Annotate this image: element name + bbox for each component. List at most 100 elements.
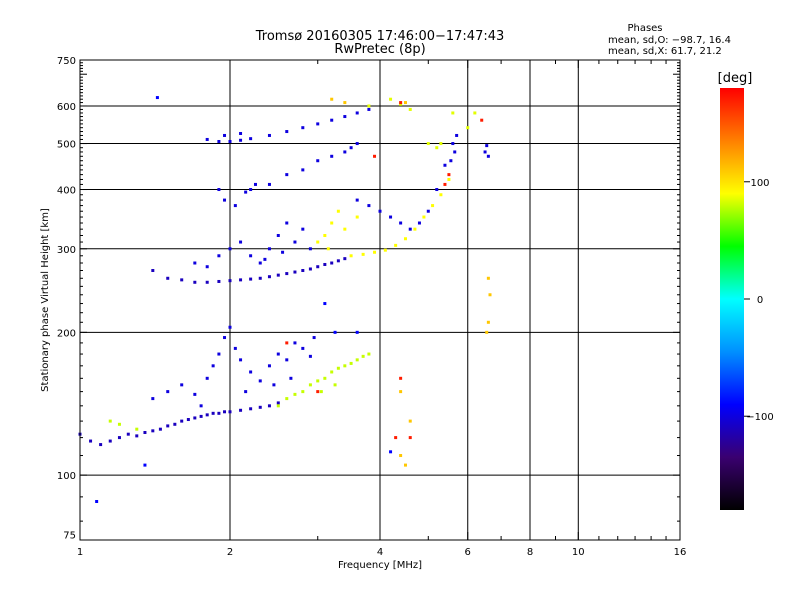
data-point	[258, 379, 262, 383]
data-point	[249, 277, 253, 281]
stats-heading: Phases	[627, 23, 662, 34]
data-point	[485, 144, 489, 148]
data-point	[355, 111, 359, 115]
plot-area	[80, 60, 680, 540]
data-point	[249, 188, 253, 192]
data-point	[343, 364, 347, 368]
data-point	[308, 383, 312, 387]
data-point	[447, 173, 451, 177]
data-point	[186, 418, 190, 422]
data-point	[330, 221, 334, 225]
data-point	[285, 272, 289, 276]
data-point	[367, 104, 371, 108]
data-point	[193, 261, 197, 265]
data-point	[488, 293, 492, 297]
data-point	[389, 450, 393, 454]
data-point	[355, 198, 359, 202]
data-point	[293, 270, 297, 274]
data-point	[316, 159, 320, 163]
data-point	[267, 182, 271, 186]
data-point	[333, 330, 337, 334]
data-point	[403, 101, 407, 105]
data-point	[205, 413, 209, 417]
data-point	[349, 254, 353, 258]
data-point	[413, 227, 417, 231]
data-point	[355, 358, 359, 362]
data-point	[422, 215, 426, 219]
data-point	[89, 439, 93, 443]
data-point	[349, 361, 353, 365]
colorbar-tick-label: −100	[746, 412, 773, 423]
data-point	[447, 177, 451, 181]
data-point	[233, 204, 237, 208]
data-point	[349, 146, 353, 150]
colorbar	[720, 88, 744, 510]
data-point	[408, 419, 412, 423]
data-point	[439, 142, 443, 146]
data-point	[453, 150, 457, 154]
y-tick-label: 300	[57, 245, 76, 256]
data-point	[486, 154, 490, 158]
data-point	[217, 279, 221, 283]
data-point	[228, 410, 232, 414]
y-axis-label: Stationary phase Virtual Height [km]	[40, 208, 51, 392]
data-point	[267, 275, 271, 279]
data-point	[228, 247, 232, 251]
data-point	[135, 434, 139, 438]
data-point	[228, 279, 232, 283]
data-point	[285, 358, 289, 362]
colorbar-label: [deg]	[718, 71, 753, 86]
data-point	[435, 146, 439, 150]
data-point	[403, 237, 407, 241]
data-point	[408, 227, 412, 231]
data-point	[485, 330, 489, 334]
data-point	[205, 280, 209, 284]
y-tick-label: 750	[57, 56, 76, 67]
data-point	[249, 137, 253, 141]
data-point	[323, 376, 327, 380]
data-point	[316, 122, 320, 126]
data-point	[117, 436, 121, 440]
data-point	[95, 499, 99, 503]
x-tick-label: 4	[377, 547, 383, 558]
data-point	[166, 276, 170, 280]
data-point	[239, 278, 243, 282]
data-point	[228, 325, 232, 329]
data-point	[293, 341, 297, 345]
data-point	[373, 154, 377, 158]
data-point	[166, 390, 170, 394]
y-tick-label: 600	[57, 102, 76, 113]
data-point	[443, 182, 447, 186]
data-point	[343, 150, 347, 154]
data-point	[399, 101, 403, 105]
data-point	[239, 358, 243, 362]
data-point	[367, 352, 371, 356]
data-point	[180, 419, 184, 423]
data-point	[223, 410, 227, 414]
data-point	[249, 407, 253, 411]
data-point	[276, 401, 280, 405]
data-point	[258, 261, 262, 265]
data-point	[151, 429, 155, 433]
data-point	[99, 443, 103, 447]
data-point	[361, 252, 365, 256]
data-point	[180, 383, 184, 387]
data-point	[343, 257, 347, 261]
y-tick-label: 200	[57, 328, 76, 339]
data-point	[239, 138, 243, 142]
data-point	[217, 254, 221, 258]
data-point	[173, 422, 177, 426]
x-tick-label: 2	[227, 547, 233, 558]
y-axis: 75 100 200 300 400 500 600 750	[57, 56, 680, 541]
data-point	[330, 370, 334, 374]
data-point	[378, 209, 382, 213]
data-point	[336, 259, 340, 263]
data-point	[336, 209, 340, 213]
data-point	[293, 392, 297, 396]
data-point	[166, 424, 170, 428]
data-point	[211, 364, 215, 368]
data-point	[399, 454, 403, 458]
data-point	[312, 336, 316, 340]
data-point	[480, 118, 484, 122]
